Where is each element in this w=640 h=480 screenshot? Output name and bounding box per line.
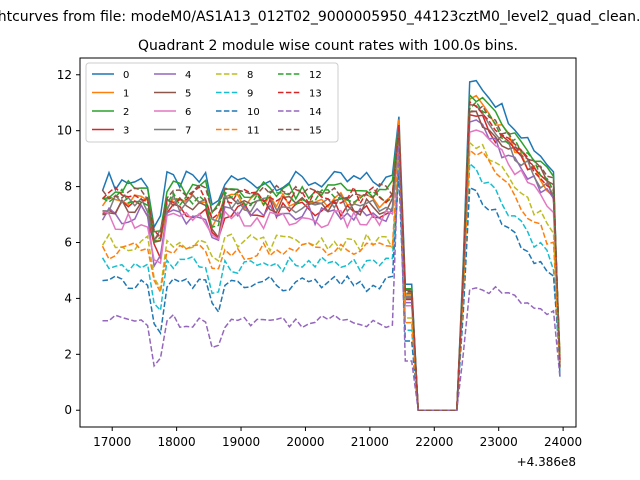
- legend-label-3: 3: [123, 126, 129, 137]
- y-tick-label: 10: [57, 124, 72, 138]
- series-line-7: [102, 103, 561, 411]
- series-line-9: [101, 162, 561, 411]
- legend-label-5: 5: [185, 89, 191, 100]
- series-line-14: [102, 144, 561, 411]
- series-line-12: [102, 100, 561, 411]
- legend-label-2: 2: [123, 107, 129, 118]
- legend-label-10: 10: [247, 107, 260, 118]
- y-tick-label: 12: [57, 68, 72, 82]
- y-axis: 0 2 4 6 8 10 12: [57, 68, 80, 417]
- series-line-11: [101, 141, 561, 411]
- series-line-4: [101, 119, 561, 411]
- series-line-15: [101, 105, 561, 411]
- legend-label-6: 6: [185, 107, 191, 118]
- chart-suptitle: Lightcurves from file: modeM0/AS1A13_012…: [0, 9, 640, 25]
- legend-label-1: 1: [123, 89, 129, 100]
- legend-label-12: 12: [309, 70, 322, 81]
- series-line-13: [101, 100, 561, 411]
- legend-label-11: 11: [247, 126, 260, 137]
- y-tick-label: 4: [64, 291, 72, 305]
- y-tick-label: 2: [64, 347, 72, 361]
- legend-label-8: 8: [247, 70, 253, 81]
- x-tick-label: 21000: [351, 435, 389, 449]
- series-line-6: [102, 129, 561, 411]
- legend-label-4: 4: [185, 70, 191, 81]
- legend-label-7: 7: [185, 126, 191, 137]
- series-line-2: [102, 93, 561, 411]
- x-tick-label: 20000: [286, 435, 324, 449]
- legend-label-0: 0: [123, 70, 129, 81]
- series-layer: [101, 79, 561, 411]
- y-tick-label: 6: [64, 236, 72, 250]
- series-line-10: [102, 172, 561, 411]
- x-tick-label: 24000: [544, 435, 582, 449]
- x-tick-label: 23000: [480, 435, 518, 449]
- series-line-0: [101, 79, 561, 411]
- chart-title: Quadrant 2 module wise count rates with …: [138, 38, 518, 54]
- x-tick-label: 18000: [158, 435, 196, 449]
- y-tick-label: 8: [64, 180, 72, 194]
- x-tick-label: 19000: [222, 435, 260, 449]
- x-tick-label: 17000: [93, 435, 131, 449]
- y-tick-label: 0: [64, 403, 72, 417]
- x-axis: 17000 18000 19000 20000 21000 22000 23000 24000: [93, 427, 582, 449]
- legend-label-13: 13: [309, 89, 322, 100]
- series-line-5: [102, 110, 561, 411]
- legend-label-15: 15: [309, 126, 322, 137]
- x-tick-label: 22000: [415, 435, 453, 449]
- legend-box: [85, 62, 339, 143]
- legend-label-9: 9: [247, 89, 253, 100]
- x-axis-offset-text: +4.386e8: [517, 455, 576, 469]
- legend-label-14: 14: [309, 107, 322, 118]
- series-line-8: [101, 141, 561, 411]
